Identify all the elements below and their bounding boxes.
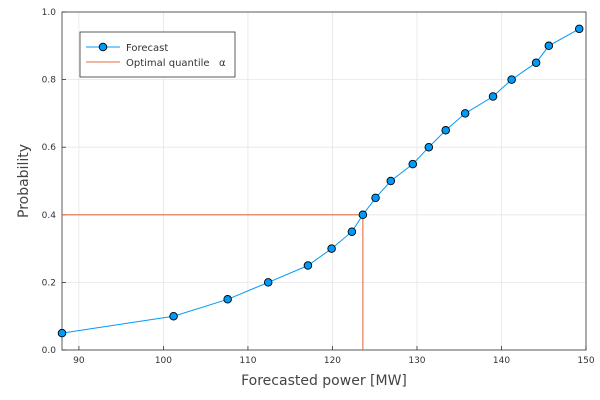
forecast-point [263, 278, 273, 287]
x-axis-label: Forecasted power [MW] [241, 373, 407, 389]
series [57, 24, 584, 350]
forecast-point [303, 261, 313, 270]
x-tick-label: 120 [324, 356, 341, 366]
forecast-point [347, 227, 357, 236]
plot-frame [61, 11, 587, 351]
forecast-point [507, 75, 516, 84]
legend-forecast-marker [98, 42, 108, 52]
y-tick-label: 0.2 [42, 278, 56, 288]
legend-forecast-label: Forecast [126, 43, 168, 54]
legend-optimal-quantile-label: Optimal quantile α [126, 58, 226, 69]
ticks: 90 100 110 120 130 140 150 0.0 0.2 0.4 0.6 0.8 1.0 [42, 8, 595, 366]
forecast-point [441, 126, 450, 135]
forecast-point [386, 176, 396, 186]
y-tick-label: 0.6 [42, 143, 57, 153]
y-tick-label: 0.8 [42, 76, 57, 86]
forecast-point [408, 159, 417, 169]
forecast-point [57, 328, 67, 338]
x-tick-label: 140 [493, 356, 510, 366]
legend: Forecast Optimal quantile α [79, 31, 236, 78]
y-axis-label: Probability [16, 144, 32, 218]
x-tick-label: 100 [155, 356, 172, 366]
x-tick-label: 150 [577, 356, 594, 366]
x-tick-label: 130 [408, 356, 425, 366]
forecast-point [327, 244, 336, 253]
forecast-point [223, 295, 232, 304]
y-tick-label: 0.4 [42, 211, 57, 221]
forecast-point [424, 142, 434, 152]
forecast-point [169, 311, 178, 321]
forecast-point [488, 92, 498, 101]
forecast-point [358, 210, 368, 220]
forecast-point [460, 109, 470, 118]
forecast-point [574, 24, 584, 34]
x-tick-label: 110 [239, 356, 256, 366]
forecast-point [371, 193, 380, 203]
y-tick-label: 0.0 [42, 346, 57, 356]
legend-box [79, 31, 236, 78]
x-tick-label: 90 [73, 356, 85, 366]
forecast-point [531, 58, 541, 67]
y-tick-label: 1.0 [42, 8, 57, 18]
forecast-point [544, 41, 554, 51]
